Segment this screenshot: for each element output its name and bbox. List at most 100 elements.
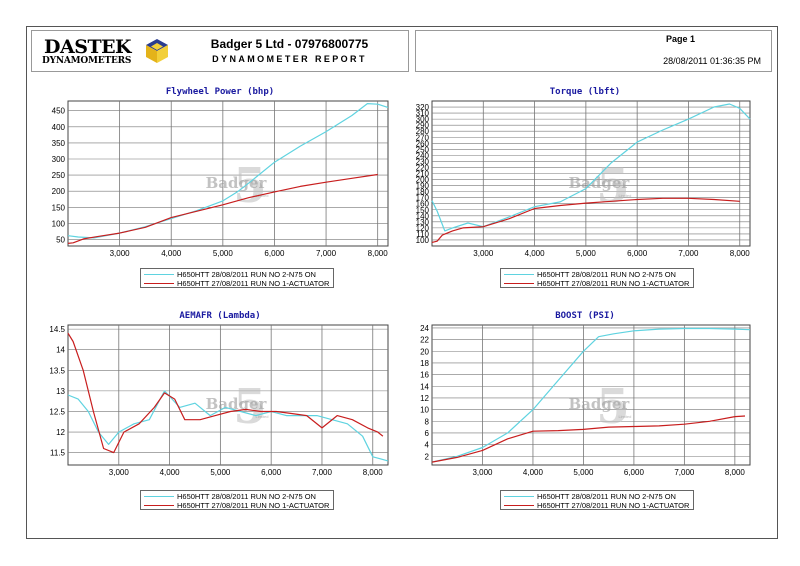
legend-swatch (504, 496, 534, 497)
x-tick-label: 3,000 (110, 249, 131, 258)
chart-title-power: Flywheel Power (bhp) (165, 87, 275, 97)
page-number: Page 1 (665, 34, 695, 44)
series-line-n75-on (431, 103, 751, 232)
y-tick-label: 12.5 (49, 407, 65, 416)
x-tick-label: 7,000 (316, 249, 337, 258)
legend-item: H650HTT 27/08/2011 RUN NO 1-ACTUATOR (501, 279, 695, 288)
legend-swatch (144, 505, 174, 506)
x-tick-label: 4,000 (523, 468, 544, 477)
x-tick-label: 4,000 (161, 249, 182, 258)
x-tick-label: 6,000 (624, 468, 645, 477)
series-line-actuator (431, 415, 746, 463)
legend-item: H650HTT 27/08/2011 RUN NO 1-ACTUATOR (141, 279, 335, 288)
x-tick-label: 3,000 (472, 468, 493, 477)
x-tick-label: 3,000 (473, 249, 494, 258)
y-tick-label: 12 (420, 394, 429, 403)
y-tick-label: 270 (416, 133, 430, 142)
y-tick-label: 250 (52, 171, 66, 180)
watermark-number: 5 (233, 158, 266, 214)
logo-line2: DYNAMOMETERS (42, 56, 132, 66)
legend-swatch (144, 283, 174, 284)
y-tick-label: 280 (416, 127, 430, 136)
x-tick-label: 4,000 (525, 249, 546, 258)
legend-item: H650HTT 27/08/2011 RUN NO 1-ACTUATOR (501, 501, 695, 510)
y-tick-label: 22 (420, 336, 429, 345)
y-tick-label: 100 (52, 219, 66, 228)
y-tick-label: 180 (416, 188, 430, 197)
y-tick-label: 11.5 (50, 449, 66, 458)
y-tick-label: 250 (416, 145, 430, 154)
watermark-text: Badger (206, 174, 268, 192)
legend-power: H650HTT 28/08/2011 RUN NO 2-N75 ON H650H… (140, 268, 334, 288)
y-tick-label: 210 (416, 170, 430, 179)
logo-line1: DASTEK (44, 36, 132, 58)
y-tick-label: 18 (420, 359, 429, 368)
watermark-sub: Limited (256, 193, 269, 198)
header-right-box: Page 1 28/08/2011 01:36:35 PM (415, 30, 772, 72)
chart-title-boost: BOOST (PSI) (555, 311, 615, 321)
watermark-sub: Limited (618, 193, 631, 198)
y-tick-label: 200 (416, 176, 430, 185)
legend-swatch (144, 496, 174, 497)
x-tick-label: 5,000 (210, 468, 231, 477)
y-tick-label: 50 (56, 236, 65, 245)
y-tick-label: 140 (416, 212, 430, 221)
legend-label: H650HTT 28/08/2011 RUN NO 2-N75 ON (537, 492, 676, 501)
y-tick-label: 260 (416, 139, 430, 148)
x-tick-label: 7,000 (312, 468, 333, 477)
y-tick-label: 2 (425, 452, 430, 461)
dastek-cube-icon (146, 39, 168, 63)
company-name: Badger 5 Ltd - 07976800775 (210, 37, 369, 51)
legend-item: H650HTT 27/08/2011 RUN NO 1-ACTUATOR (141, 501, 335, 510)
watermark-number: 5 (233, 379, 266, 435)
x-tick-label: 5,000 (573, 468, 594, 477)
legend-swatch (504, 274, 534, 275)
y-tick-label: 120 (416, 224, 430, 233)
y-tick-label: 290 (416, 121, 430, 130)
y-tick-label: 110 (416, 230, 429, 239)
report-datetime: 28/08/2011 01:36:35 PM (663, 56, 761, 66)
y-tick-label: 14.5 (49, 325, 65, 334)
x-tick-label: 7,000 (674, 468, 695, 477)
x-tick-label: 8,000 (368, 249, 389, 258)
legend-item: H650HTT 28/08/2011 RUN NO 2-N75 ON (501, 270, 695, 279)
series-line-n75-on (67, 390, 389, 462)
legend-label: H650HTT 28/08/2011 RUN NO 2-N75 ON (177, 270, 316, 279)
x-tick-label: 5,000 (213, 249, 234, 258)
legend-torque: H650HTT 28/08/2011 RUN NO 2-N75 ON H650H… (500, 268, 694, 288)
y-tick-label: 240 (416, 151, 430, 160)
watermark-sub: Limited (618, 414, 631, 419)
legend-swatch (144, 274, 174, 275)
y-tick-label: 190 (416, 182, 430, 191)
series-line-actuator (67, 173, 378, 244)
y-tick-label: 130 (416, 218, 430, 227)
chart-title-torque: Torque (lbft) (549, 87, 621, 97)
x-tick-label: 8,000 (363, 468, 384, 477)
y-tick-label: 8 (425, 417, 430, 426)
legend-label: H650HTT 27/08/2011 RUN NO 1-ACTUATOR (537, 501, 690, 510)
y-tick-label: 310 (416, 109, 430, 118)
legend-aemafr: H650HTT 28/08/2011 RUN NO 2-N75 ON H650H… (140, 490, 334, 510)
y-tick-label: 170 (416, 194, 430, 203)
x-tick-label: 6,000 (261, 468, 282, 477)
plot-area (67, 324, 389, 466)
watermark-number: 5 (596, 158, 629, 214)
series-line-actuator (67, 332, 384, 454)
x-tick-label: 8,000 (730, 249, 751, 258)
series-line-n75-on (431, 327, 751, 463)
y-tick-label: 300 (416, 115, 430, 124)
x-tick-label: 3,000 (109, 468, 130, 477)
legend-swatch (504, 283, 534, 284)
legend-label: H650HTT 27/08/2011 RUN NO 1-ACTUATOR (177, 279, 330, 288)
y-tick-label: 16 (420, 371, 429, 380)
y-tick-label: 230 (416, 157, 430, 166)
y-tick-label: 14 (56, 346, 65, 355)
plot-area (67, 100, 389, 247)
x-tick-label: 6,000 (627, 249, 648, 258)
y-tick-label: 24 (420, 324, 429, 333)
legend-label: H650HTT 27/08/2011 RUN NO 1-ACTUATOR (537, 279, 690, 288)
y-tick-label: 450 (52, 107, 66, 116)
y-tick-label: 12 (56, 428, 65, 437)
legend-item: H650HTT 28/08/2011 RUN NO 2-N75 ON (501, 492, 695, 501)
legend-item: H650HTT 28/08/2011 RUN NO 2-N75 ON (141, 492, 335, 501)
